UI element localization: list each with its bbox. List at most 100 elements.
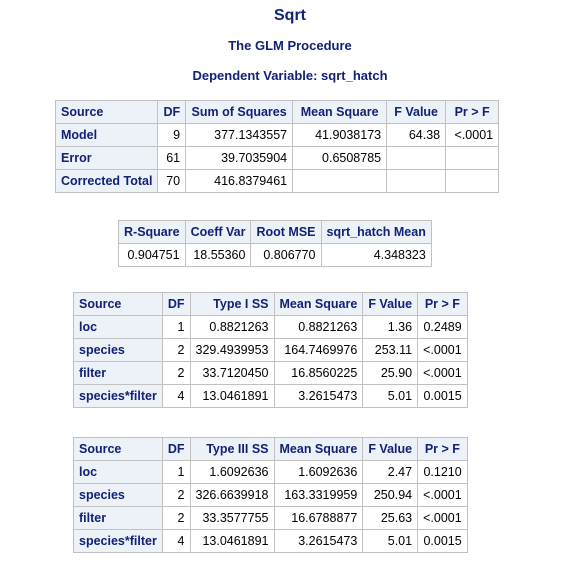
row-header: loc xyxy=(73,315,163,339)
table-cell: 329.4939953 xyxy=(189,338,275,362)
table-cell: 64.38 xyxy=(386,123,447,147)
table-cell: 2.47 xyxy=(362,460,419,484)
table-row: filter 2 33.7120450 16.8560225 25.90 <.0… xyxy=(73,361,468,385)
table-cell: 1 xyxy=(161,460,191,484)
table-cell: 13.0461891 xyxy=(189,529,275,553)
table-header-row: Source DF Sum of Squares Mean Square F V… xyxy=(54,100,500,124)
table-row: species*filter 4 13.0461891 3.2615473 5.… xyxy=(73,384,468,408)
table-cell xyxy=(445,169,500,193)
table-row: Corrected Total 70 416.8379461 xyxy=(54,169,500,193)
table-cell: 416.8379461 xyxy=(185,169,294,193)
table-cell: 0.904751 xyxy=(118,243,186,267)
column-header: Sum of Squares xyxy=(185,100,294,124)
row-header: species*filter xyxy=(73,384,163,408)
table-cell: 1.6092636 xyxy=(189,460,275,484)
column-header: Root MSE xyxy=(250,220,322,244)
column-header: DF xyxy=(161,292,191,316)
table-row: 0.904751 18.55360 0.806770 4.348323 xyxy=(118,243,432,267)
column-header: Mean Square xyxy=(273,292,364,316)
row-header: species xyxy=(73,483,163,507)
column-header: Mean Square xyxy=(292,100,388,124)
table-cell: 16.8560225 xyxy=(273,361,364,385)
fit-statistics-table: R-Square Coeff Var Root MSE sqrt_hatch M… xyxy=(118,220,432,267)
column-header: Type III SS xyxy=(189,437,275,461)
table-cell: 164.7469976 xyxy=(273,338,364,362)
table-cell: 33.3577755 xyxy=(189,506,275,530)
table-cell xyxy=(445,146,500,170)
column-header: Pr > F xyxy=(417,437,468,461)
table-header-row: Source DF Type I SS Mean Square F Value … xyxy=(73,292,468,316)
table-cell xyxy=(292,169,388,193)
row-header: Error xyxy=(54,146,159,170)
table-cell: 1 xyxy=(161,315,191,339)
table-cell: 0.806770 xyxy=(250,243,322,267)
table-cell: 16.6788877 xyxy=(273,506,364,530)
table-row: species 2 329.4939953 164.7469976 253.11… xyxy=(73,338,468,362)
table-cell: 18.55360 xyxy=(184,243,252,267)
table-cell: 1.6092636 xyxy=(273,460,364,484)
row-header: filter xyxy=(73,361,163,385)
table-cell: 33.7120450 xyxy=(189,361,275,385)
table-cell: 2 xyxy=(161,361,191,385)
column-header: Pr > F xyxy=(417,292,468,316)
table-cell: 4.348323 xyxy=(320,243,432,267)
table-row: filter 2 33.3577755 16.6788877 25.63 <.0… xyxy=(73,506,468,530)
row-header: species*filter xyxy=(73,529,163,553)
row-header: Model xyxy=(54,123,159,147)
table-cell: 5.01 xyxy=(362,384,419,408)
table-cell: 2 xyxy=(161,483,191,507)
table-cell: 0.8821263 xyxy=(189,315,275,339)
table-cell: 3.2615473 xyxy=(273,384,364,408)
table-row: loc 1 0.8821263 0.8821263 1.36 0.2489 xyxy=(73,315,468,339)
column-header: Type I SS xyxy=(189,292,275,316)
table-cell: 1.36 xyxy=(362,315,419,339)
table-header-row: Source DF Type III SS Mean Square F Valu… xyxy=(73,437,468,461)
column-header: DF xyxy=(161,437,191,461)
table-cell: 0.0015 xyxy=(417,384,468,408)
table-cell: 163.3319959 xyxy=(273,483,364,507)
table-row: loc 1 1.6092636 1.6092636 2.47 0.1210 xyxy=(73,460,468,484)
table-cell: 2 xyxy=(161,506,191,530)
column-header: sqrt_hatch Mean xyxy=(320,220,432,244)
table-row: species 2 326.6639918 163.3319959 250.94… xyxy=(73,483,468,507)
table-header-row: R-Square Coeff Var Root MSE sqrt_hatch M… xyxy=(118,220,432,244)
column-header: Coeff Var xyxy=(184,220,252,244)
table-cell: 0.1210 xyxy=(417,460,468,484)
column-header: Source xyxy=(73,437,163,461)
table-cell: 25.90 xyxy=(362,361,419,385)
column-header: Pr > F xyxy=(445,100,500,124)
table-cell xyxy=(386,169,447,193)
table-cell: 41.9038173 xyxy=(292,123,388,147)
table-cell: <.0001 xyxy=(417,506,468,530)
table-cell: 39.7035904 xyxy=(185,146,294,170)
type-iii-ss-table: Source DF Type III SS Mean Square F Valu… xyxy=(73,437,468,553)
table-cell: <.0001 xyxy=(417,483,468,507)
procedure-title: The GLM Procedure xyxy=(228,38,352,53)
table-cell: 4 xyxy=(161,529,191,553)
table-row: Model 9 377.1343557 41.9038173 64.38 <.0… xyxy=(54,123,500,147)
table-cell: 3.2615473 xyxy=(273,529,364,553)
table-cell: 0.6508785 xyxy=(292,146,388,170)
table-cell: 253.11 xyxy=(362,338,419,362)
table-cell xyxy=(386,146,447,170)
row-header: species xyxy=(73,338,163,362)
table-row: species*filter 4 13.0461891 3.2615473 5.… xyxy=(73,529,468,553)
table-row: Error 61 39.7035904 0.6508785 xyxy=(54,146,500,170)
table-cell: <.0001 xyxy=(445,123,500,147)
table-cell: 0.8821263 xyxy=(273,315,364,339)
column-header: F Value xyxy=(362,437,419,461)
table-cell: 0.0015 xyxy=(417,529,468,553)
dependent-variable-title: Dependent Variable: sqrt_hatch xyxy=(192,68,388,83)
table-cell: 250.94 xyxy=(362,483,419,507)
column-header: R-Square xyxy=(118,220,186,244)
table-cell: 2 xyxy=(161,338,191,362)
column-header: F Value xyxy=(362,292,419,316)
column-header: F Value xyxy=(386,100,447,124)
table-cell: 326.6639918 xyxy=(189,483,275,507)
type-i-ss-table: Source DF Type I SS Mean Square F Value … xyxy=(73,292,468,408)
column-header: Source xyxy=(73,292,163,316)
table-cell: 9 xyxy=(157,123,187,147)
table-cell: 4 xyxy=(161,384,191,408)
table-cell: 13.0461891 xyxy=(189,384,275,408)
table-cell: 61 xyxy=(157,146,187,170)
